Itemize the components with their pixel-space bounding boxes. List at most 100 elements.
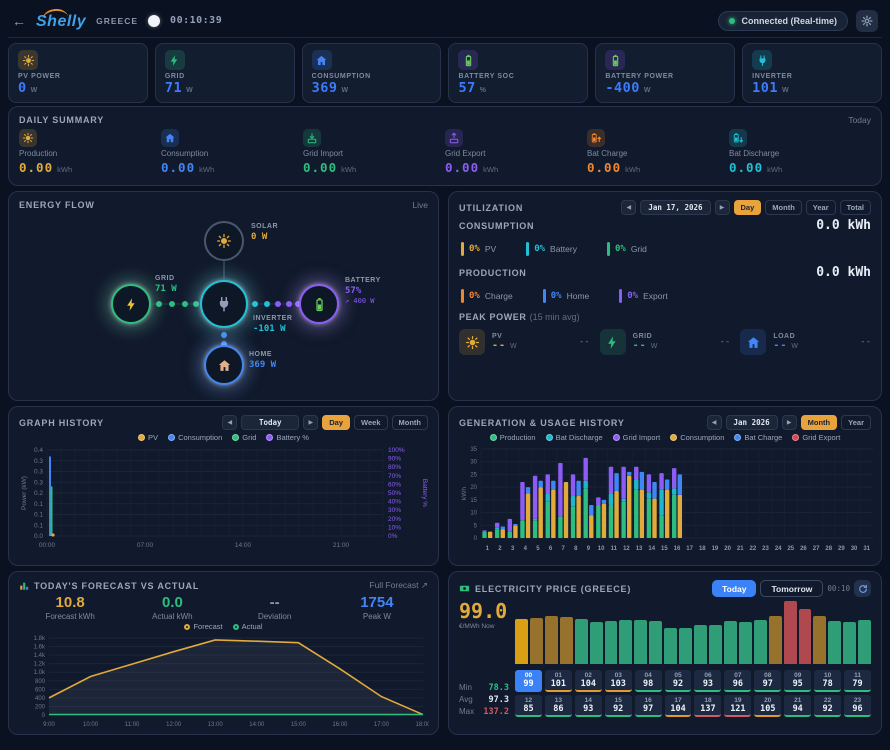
range-month-button[interactable]: Month (765, 200, 802, 215)
tab-today[interactable]: Today (712, 580, 757, 597)
home-node[interactable] (204, 345, 244, 385)
stat-value: 101 (752, 80, 779, 96)
price-now-block: 99.0 €/MWh Now (459, 600, 515, 664)
next-icon[interactable]: ▶ (714, 200, 730, 215)
home-label-group: HOME 369 W (249, 351, 277, 370)
price-cell-17[interactable]: 17 104 (664, 695, 692, 717)
energy-flow-panel: ENERGY FLOW Live SOLAR 0 (8, 191, 439, 401)
svg-text:14:00: 14:00 (235, 542, 252, 549)
range-day-button[interactable]: Day (322, 415, 351, 430)
svg-text:21:00: 21:00 (333, 542, 350, 549)
legend-actual[interactable]: Actual (232, 622, 263, 631)
legend-grid-export[interactable]: Grid Export (792, 433, 840, 442)
price-cell-09[interactable]: 09 95 (784, 670, 812, 692)
chart-icon (20, 582, 29, 590)
legend-bat-discharge[interactable]: Bat Discharge (545, 433, 603, 442)
price-cell-03[interactable]: 03 103 (604, 670, 632, 692)
svg-text:31: 31 (863, 546, 870, 552)
price-cell-15[interactable]: 15 92 (604, 695, 632, 717)
price-cell-01[interactable]: 01 101 (544, 670, 572, 692)
solar-node[interactable] (204, 221, 244, 261)
full-forecast-link[interactable]: Full Forecast ↗ (369, 580, 428, 590)
legend-grid-import[interactable]: Grid Import (612, 433, 660, 442)
home-icon (740, 329, 767, 355)
range-year-button[interactable]: Year (841, 415, 871, 430)
theme-toggle[interactable] (148, 14, 161, 27)
next-icon[interactable]: ▶ (303, 415, 319, 430)
svg-text:17: 17 (686, 546, 693, 552)
generation-history-date[interactable]: Jan 2026 (725, 415, 778, 430)
price-cell-05[interactable]: 05 92 (664, 670, 692, 692)
price-cell-19[interactable]: 19 121 (724, 695, 752, 717)
price-cell-14[interactable]: 14 93 (574, 695, 602, 717)
inverter-node[interactable] (200, 280, 248, 328)
range-month-button[interactable]: Month (391, 415, 428, 430)
price-cell-16[interactable]: 16 97 (634, 695, 662, 717)
price-cell-18[interactable]: 18 137 (694, 695, 722, 717)
graph-history-panel: GRAPH HISTORY ◀ Today ▶ Day Week Month P… (8, 406, 439, 566)
range-day-button[interactable]: Day (733, 200, 762, 215)
forecast-legend: Forecast Actual (19, 622, 428, 631)
legend-pv[interactable]: PV (138, 433, 158, 442)
price-bar-00 (515, 619, 528, 664)
legend-consumption[interactable]: Consumption (670, 433, 724, 442)
svg-text:07:00: 07:00 (137, 542, 154, 549)
range-week-button[interactable]: Week (354, 415, 388, 430)
stat-unit: W (782, 87, 789, 94)
price-cell-10[interactable]: 10 78 (814, 670, 842, 692)
svg-text:30%: 30% (388, 507, 401, 514)
prev-icon[interactable]: ◀ (706, 415, 722, 430)
svg-text:1.4k: 1.4k (34, 653, 46, 659)
prev-icon[interactable]: ◀ (222, 415, 238, 430)
price-cell-04[interactable]: 04 98 (634, 670, 662, 692)
daily-summary-items: Production 0.00 kWh Consumption 0.00 kWh Grid … (19, 129, 871, 175)
graph-history-title: GRAPH HISTORY (19, 417, 104, 428)
stat-value: -400 (605, 80, 640, 96)
refresh-icon[interactable] (854, 580, 871, 597)
price-cell-07[interactable]: 07 96 (724, 670, 752, 692)
legend-forecast[interactable]: Forecast (184, 622, 223, 631)
range-total-button[interactable]: Total (839, 200, 871, 215)
price-cell-23[interactable]: 23 96 (844, 695, 871, 717)
sun-icon (459, 329, 485, 355)
grid-node[interactable] (111, 284, 151, 324)
price-cell-20[interactable]: 20 105 (754, 695, 782, 717)
peak-power-load: LOAD -- W -- (740, 329, 871, 355)
tab-tomorrow[interactable]: Tomorrow (760, 580, 824, 597)
price-cell-21[interactable]: 21 94 (784, 695, 812, 717)
svg-text:200: 200 (35, 704, 46, 710)
price-cell-12[interactable]: 12 85 (515, 695, 542, 717)
svg-text:16: 16 (674, 546, 681, 552)
price-cell-11[interactable]: 11 79 (844, 670, 871, 692)
price-cell-22[interactable]: 22 92 (814, 695, 842, 717)
back-icon[interactable]: ← (12, 12, 26, 29)
legend-production[interactable]: Production (489, 433, 536, 442)
home-icon (311, 50, 332, 70)
legend-grid[interactable]: Grid (232, 433, 256, 442)
stat-unit: W (186, 87, 193, 94)
legend-battery-[interactable]: Battery % (266, 433, 309, 442)
price-cell-13[interactable]: 13 86 (544, 695, 572, 717)
range-year-button[interactable]: Year (805, 200, 836, 215)
svg-text:14:00: 14:00 (249, 722, 265, 728)
legend-bat-charge[interactable]: Bat Charge (734, 433, 782, 442)
price-cell-00[interactable]: 00 99 (515, 670, 542, 692)
graph-history-date[interactable]: Today (241, 415, 300, 430)
stat-label: INVERTER (752, 73, 793, 80)
price-cell-02[interactable]: 02 104 (574, 670, 602, 692)
legend-consumption[interactable]: Consumption (168, 433, 222, 442)
utilization-date[interactable]: Jan 17, 2026 (640, 200, 711, 215)
price-min-avg-max: Min 78.3 Avg 97.3 Max 137.2 (459, 683, 509, 717)
range-month-button[interactable]: Month (800, 415, 838, 430)
stat-value: 71 (164, 80, 183, 96)
brand-logo: Shelly (36, 10, 86, 31)
battery-node[interactable] (299, 284, 339, 324)
svg-text:Power (kW): Power (kW) (21, 476, 28, 510)
generation-history-title: GENERATION & USAGE HISTORY (459, 417, 625, 428)
gear-icon[interactable] (856, 9, 878, 32)
price-cell-06[interactable]: 06 93 (694, 670, 722, 692)
price-cell-08[interactable]: 08 97 (754, 670, 782, 692)
prev-icon[interactable]: ◀ (621, 200, 637, 215)
svg-text:10: 10 (470, 511, 477, 517)
next-icon[interactable]: ▶ (781, 415, 797, 430)
